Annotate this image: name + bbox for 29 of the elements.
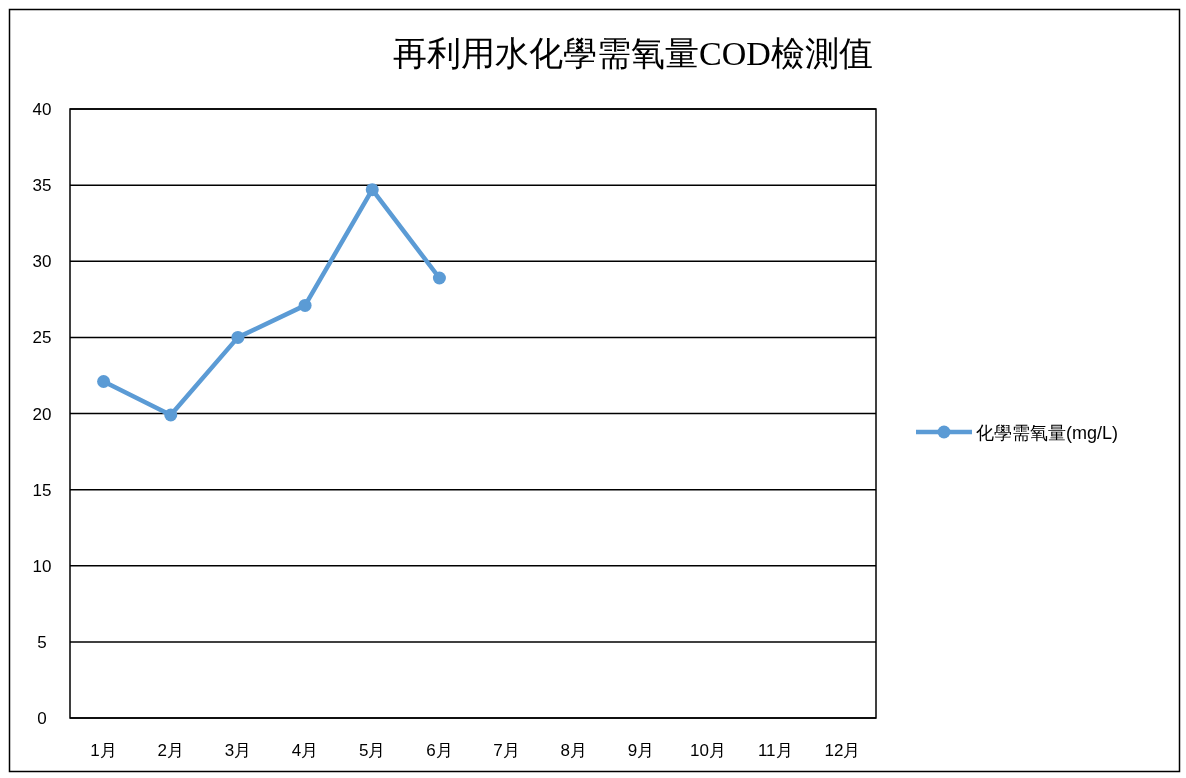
x-tick-label: 9月 [627,741,655,760]
x-tick-label: 11月 [757,741,793,760]
x-tick-label: 2月 [157,741,184,760]
point [432,271,446,285]
chart-title: 再利用水化學需氧量COD檢測值 [393,35,873,72]
point [298,298,312,312]
y-tick-label: 40 [32,100,52,119]
point [365,183,379,197]
y-tick-label: 15 [32,480,52,500]
x-tick-label: 7月 [493,741,520,760]
y-tick-label: 30 [32,252,52,272]
x-tick-label: 8月 [560,741,587,760]
point [231,330,245,344]
x-tick-label: 6月 [426,741,453,760]
y-tick-label: 25 [32,328,52,348]
y-tick-label: 0 [37,709,47,728]
y-tick-label: 10 [32,556,52,576]
x-tick-label: 5月 [359,741,386,760]
y-tick-label: 20 [32,404,52,424]
x-tick-label: 3月 [224,741,252,760]
point [164,408,178,422]
y-tick-label: 5 [37,632,47,652]
x-tick-label: 12月 [824,741,861,760]
x-tick-label: 10月 [690,741,727,760]
x-tick-label: 4月 [291,741,319,760]
y-tick-label: 35 [32,176,52,196]
legend-label: 化學需氧量(mg/L) [976,423,1119,443]
point [97,375,111,389]
x-tick-label: 1月 [90,741,117,760]
